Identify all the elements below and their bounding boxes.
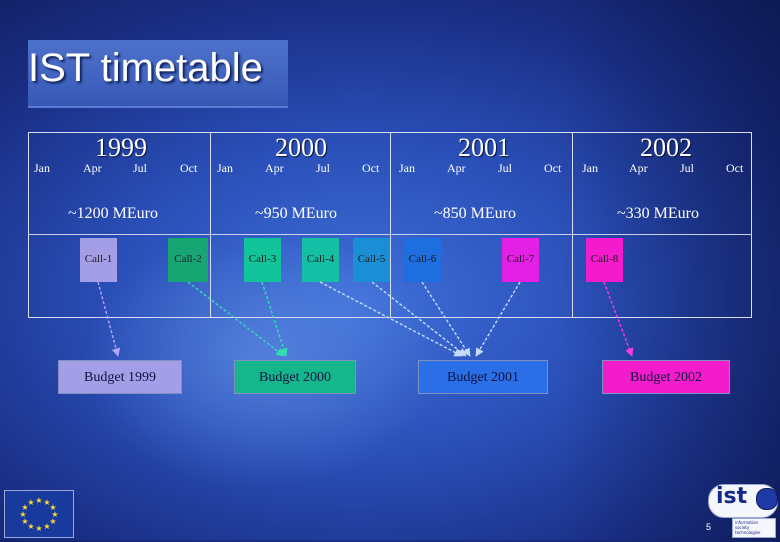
call-6: Call-6 [404, 238, 441, 282]
call-7: Call-7 [502, 238, 539, 282]
month-label: Jul [680, 161, 695, 175]
budget-amount-2002: ~330 MEuro [617, 205, 699, 222]
budget-amount-1999: ~1200 MEuro [68, 205, 158, 222]
arrow-call-4 [319, 281, 463, 357]
ist-tagline: information society technologies [735, 520, 761, 535]
budget-amount-2000: ~950 MEuro [255, 205, 337, 222]
arrow-call-5 [371, 281, 467, 357]
month-label: Jul [133, 161, 148, 175]
slide-title: IST timetable [28, 46, 263, 90]
budget-2000-box: Budget 2000 [234, 360, 356, 394]
globe-icon [756, 488, 778, 510]
svg-text:★: ★ [49, 517, 56, 526]
arrow-call-3 [261, 281, 288, 357]
year-divider [210, 132, 211, 318]
month-label: Apr [265, 161, 284, 175]
month-label: Oct [544, 161, 562, 175]
month-label: Oct [726, 161, 744, 175]
svg-text:★: ★ [43, 522, 50, 531]
month-label: Jan [217, 161, 233, 175]
year-1999: 1999 [95, 133, 147, 162]
svg-text:★: ★ [49, 503, 56, 512]
svg-text:★: ★ [35, 524, 42, 533]
svg-text:★: ★ [43, 498, 50, 507]
year-2001: 2001 [458, 133, 510, 162]
call-5: Call-5 [353, 238, 390, 282]
year-divider [572, 132, 573, 318]
month-label: Jan [34, 161, 50, 175]
budget-amount-2001: ~850 MEuro [434, 205, 516, 222]
budget-2002-box: Budget 2002 [602, 360, 730, 394]
ist-logo-text: ist [716, 484, 748, 509]
calls-row-divider [28, 234, 752, 235]
call-3: Call-3 [244, 238, 281, 282]
svg-text:★: ★ [21, 503, 28, 512]
year-2002: 2002 [640, 133, 692, 162]
call-2: Call-2 [168, 238, 208, 282]
arrow-call-8 [603, 281, 634, 357]
title-banner: IST timetable [28, 40, 288, 108]
arrow-call-1 [97, 281, 121, 357]
call-8: Call-8 [586, 238, 623, 282]
svg-text:★: ★ [51, 510, 58, 519]
page-number: 5 [706, 522, 712, 532]
month-label: Apr [629, 161, 648, 175]
month-label: Jul [498, 161, 513, 175]
month-label: Oct [180, 161, 198, 175]
month-label: Jan [582, 161, 598, 175]
month-label: Apr [83, 161, 102, 175]
svg-text:★: ★ [27, 522, 34, 531]
call-1: Call-1 [80, 238, 117, 282]
year-divider [390, 132, 391, 318]
month-label: Jul [316, 161, 331, 175]
arrow-call-7 [475, 281, 521, 357]
svg-text:★: ★ [19, 510, 26, 519]
month-label: Apr [447, 161, 466, 175]
svg-text:★: ★ [35, 496, 42, 505]
year-2000: 2000 [275, 133, 327, 162]
month-label: Oct [362, 161, 380, 175]
eu-stars-icon: ★ ★ ★ ★ ★ ★ ★ ★ ★ ★ ★ ★ [19, 496, 58, 533]
budget-1999-box: Budget 1999 [58, 360, 182, 394]
month-label: Jan [399, 161, 415, 175]
arrow-call-6 [421, 281, 471, 357]
call-4: Call-4 [302, 238, 339, 282]
svg-text:★: ★ [27, 498, 34, 507]
ist-logo: ist information society technologies [706, 482, 778, 538]
budget-2001-box: Budget 2001 [418, 360, 548, 394]
eu-flag-logo: ★ ★ ★ ★ ★ ★ ★ ★ ★ ★ ★ ★ [4, 490, 74, 538]
svg-text:★: ★ [21, 517, 28, 526]
arrow-call-2 [187, 281, 285, 357]
